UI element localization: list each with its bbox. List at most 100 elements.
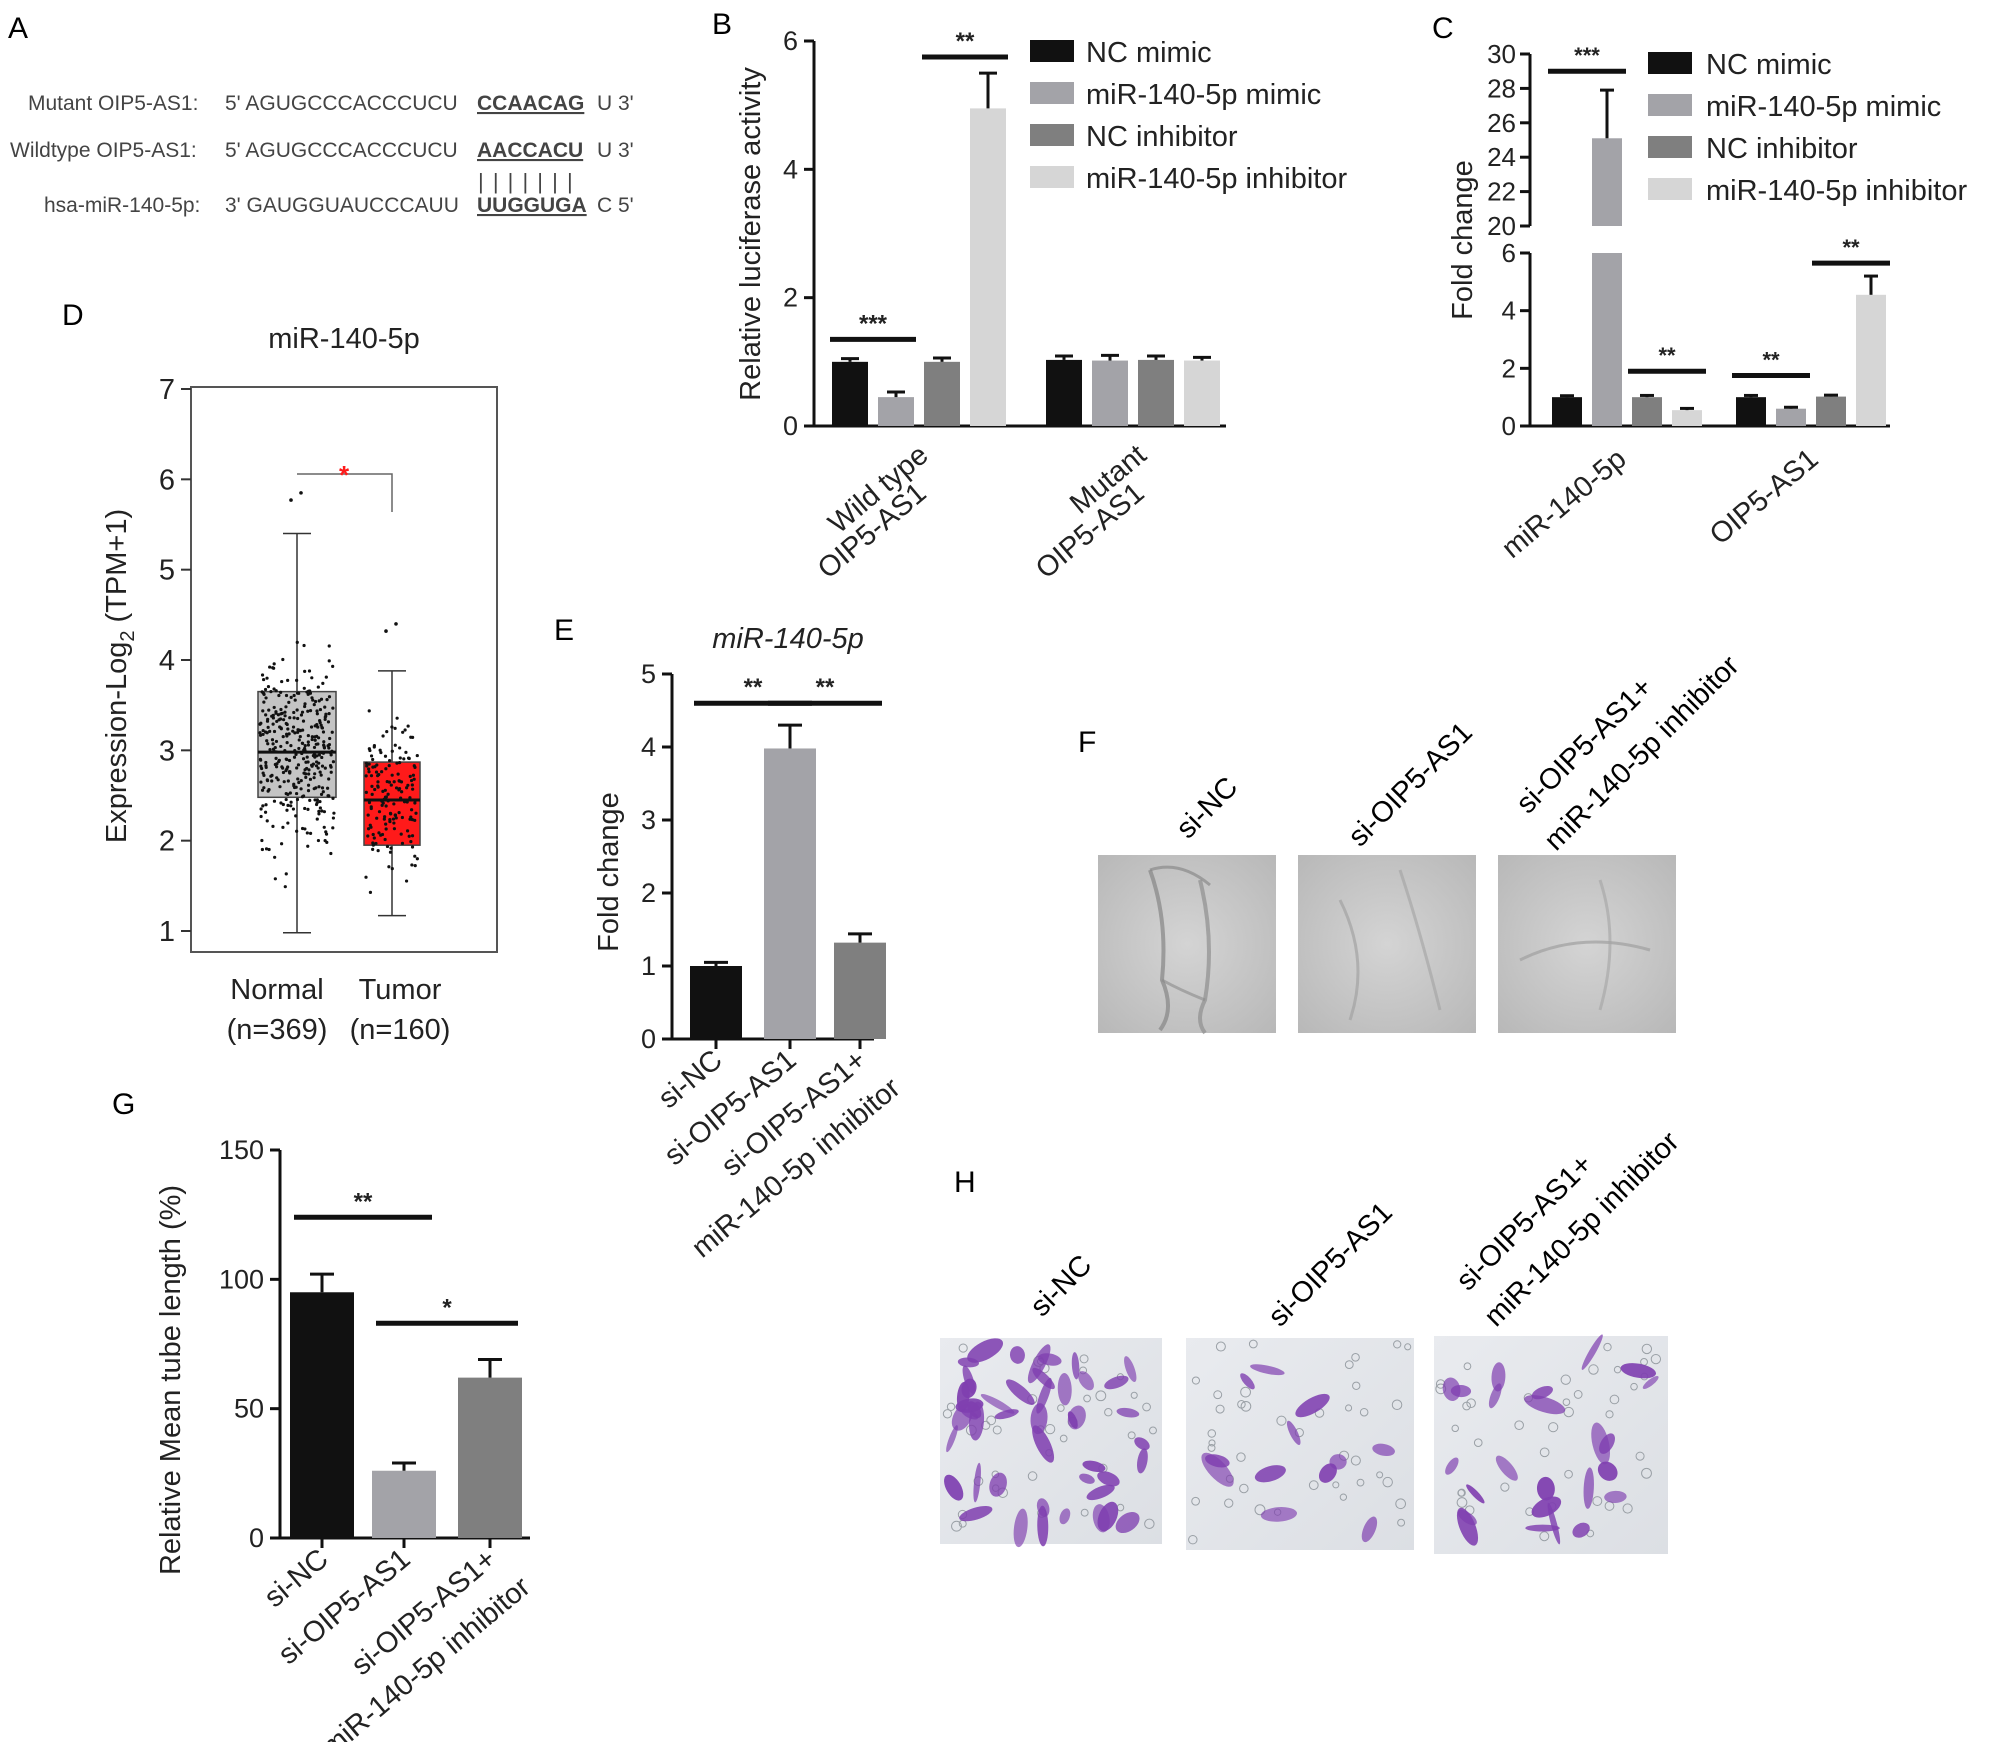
d-point bbox=[371, 832, 375, 837]
h-cell bbox=[1318, 1463, 1337, 1483]
d-point bbox=[286, 792, 290, 796]
h-pore bbox=[1345, 1404, 1353, 1412]
d-point bbox=[384, 804, 388, 808]
h-cell bbox=[1059, 1508, 1071, 1525]
d-point bbox=[261, 732, 265, 737]
d-point bbox=[408, 817, 412, 821]
d-point bbox=[258, 733, 263, 737]
h-pore bbox=[1609, 1394, 1620, 1405]
e-y-tick-label: 1 bbox=[641, 951, 656, 981]
d-point bbox=[324, 712, 328, 716]
h-cell bbox=[1572, 1522, 1590, 1538]
h-cell bbox=[980, 1394, 1015, 1414]
c-y-tick-label: 30 bbox=[1487, 39, 1516, 69]
d-point bbox=[295, 797, 300, 802]
g-bar bbox=[290, 1292, 354, 1538]
d-point bbox=[302, 794, 306, 798]
h-cell bbox=[1642, 1376, 1659, 1389]
d-point bbox=[272, 729, 277, 734]
d-point bbox=[328, 736, 332, 741]
d-point bbox=[295, 791, 299, 796]
h-pore bbox=[1339, 1493, 1348, 1501]
d-point bbox=[371, 847, 375, 851]
d-point bbox=[306, 743, 311, 747]
h-cell bbox=[1260, 1507, 1298, 1522]
d-point bbox=[312, 751, 317, 755]
d-point bbox=[323, 766, 327, 770]
h-pore bbox=[1240, 1386, 1251, 1398]
h-cell bbox=[956, 1381, 970, 1412]
d-point bbox=[306, 783, 311, 787]
d-point bbox=[299, 713, 304, 717]
h-cell bbox=[1092, 1504, 1110, 1533]
d-point bbox=[264, 713, 268, 717]
panel-c-letter: C bbox=[1432, 12, 1454, 45]
h-pore bbox=[1127, 1431, 1136, 1440]
panel-g-letter: G bbox=[112, 1088, 135, 1121]
d-point bbox=[320, 786, 325, 790]
g-y-tick-label: 100 bbox=[219, 1264, 264, 1294]
d-point bbox=[317, 809, 321, 813]
d-point bbox=[368, 748, 372, 753]
d-point bbox=[277, 718, 281, 722]
d-point bbox=[376, 780, 380, 784]
d-point bbox=[364, 790, 368, 794]
d-point bbox=[297, 746, 301, 751]
d-point bbox=[315, 801, 319, 805]
d-category-n: (n=369) bbox=[227, 1014, 328, 1046]
d-point bbox=[410, 834, 415, 838]
h-cell bbox=[1005, 1379, 1035, 1405]
d-point bbox=[332, 811, 336, 815]
h-cell bbox=[1254, 1465, 1286, 1483]
d-point bbox=[286, 779, 290, 783]
d-point bbox=[273, 762, 277, 767]
h-pore bbox=[1592, 1496, 1603, 1507]
d-point bbox=[306, 733, 310, 738]
d-point bbox=[260, 673, 265, 677]
d-point bbox=[411, 773, 415, 777]
panel-h: H si-NC si-OIP5-AS1 si-OIP5-AS1+ miR-140… bbox=[940, 1125, 1686, 1554]
b-bar bbox=[832, 361, 868, 426]
d-point bbox=[272, 687, 276, 691]
d-point bbox=[263, 810, 268, 814]
d-point bbox=[410, 818, 414, 822]
d-point bbox=[285, 732, 289, 736]
d-point bbox=[398, 756, 402, 760]
h-pore bbox=[1144, 1518, 1155, 1530]
panel-h-letter: H bbox=[954, 1166, 976, 1199]
d-point bbox=[274, 756, 278, 760]
h-pore bbox=[1207, 1443, 1216, 1452]
h-pore bbox=[942, 1409, 953, 1419]
h-cell bbox=[946, 1425, 958, 1453]
d-point bbox=[405, 786, 409, 790]
h-pore bbox=[1351, 1353, 1360, 1362]
d-point bbox=[329, 851, 333, 856]
h-cell bbox=[1036, 1377, 1052, 1414]
d-point bbox=[303, 744, 307, 748]
d-point bbox=[387, 758, 392, 763]
h-cell bbox=[1604, 1490, 1627, 1503]
d-point bbox=[385, 844, 390, 849]
c-legend-swatch bbox=[1648, 178, 1692, 200]
d-point bbox=[383, 837, 387, 842]
h-pore bbox=[1254, 1504, 1266, 1516]
d-point bbox=[305, 690, 309, 694]
d-point bbox=[392, 827, 397, 831]
e-y-tick-label: 5 bbox=[641, 659, 656, 689]
d-point bbox=[397, 811, 401, 815]
expression-boxplot: 1 2 3 4 5 6 7 miR-140-5p Expression-Log2 (TPM+1)… bbox=[101, 323, 498, 1046]
d-point bbox=[264, 696, 268, 700]
h-label-si-oip5: si-OIP5-AS1 bbox=[1262, 1196, 1399, 1333]
d-point bbox=[262, 773, 266, 777]
d-point bbox=[315, 712, 319, 716]
d-point bbox=[274, 711, 278, 715]
h-cell bbox=[989, 1472, 1007, 1497]
h-cell bbox=[1104, 1375, 1129, 1390]
d-point bbox=[312, 703, 316, 707]
h-pore bbox=[1207, 1429, 1217, 1438]
d-point bbox=[306, 709, 310, 713]
h-pore bbox=[1635, 1451, 1645, 1461]
d-point bbox=[365, 764, 369, 768]
d-point bbox=[293, 731, 297, 735]
